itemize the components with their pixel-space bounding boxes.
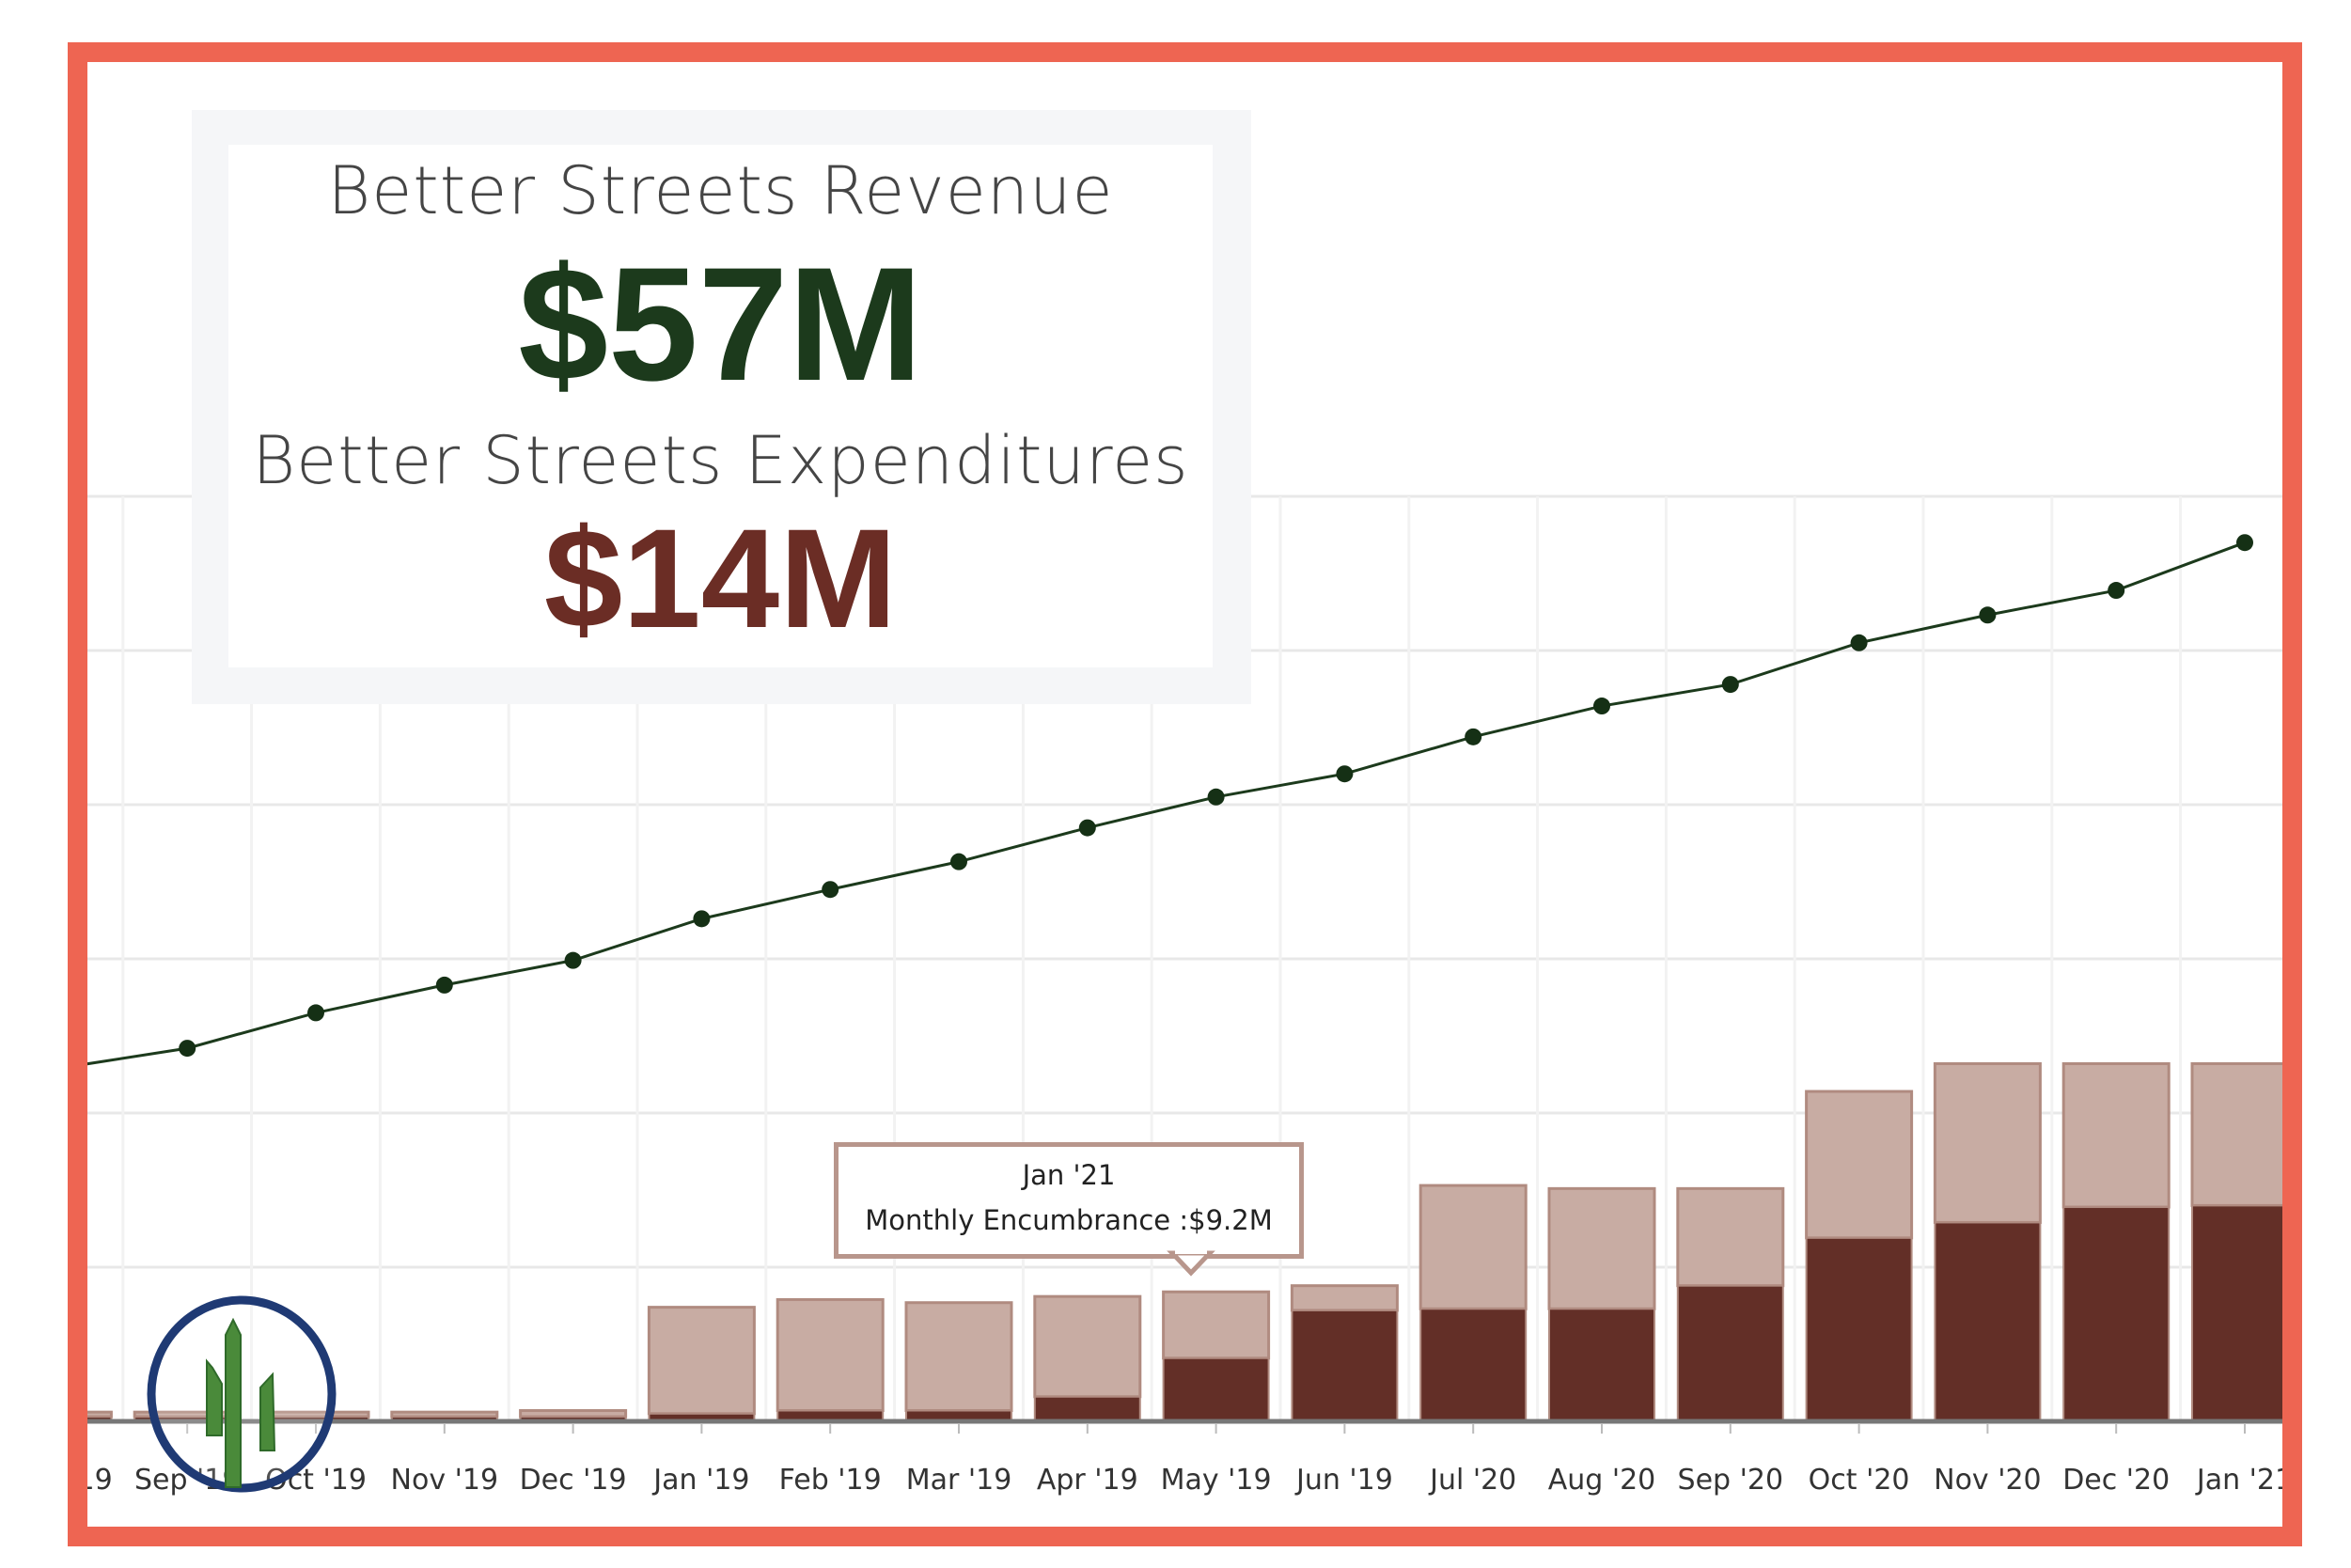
- x-axis-tick-label: Dec '20: [2062, 1464, 2170, 1497]
- encumbrance-bar: [1933, 1062, 2042, 1224]
- expenditure-bar: [1419, 1308, 1528, 1423]
- encumbrance-bar: [1290, 1284, 1399, 1312]
- x-axis-tick-label: Dec '19: [520, 1464, 627, 1497]
- encumbrance-bar: [1162, 1290, 1271, 1360]
- revenue-point: [1078, 819, 1096, 837]
- revenue-point: [1721, 676, 1739, 694]
- x-axis-tick-label: Feb '19: [779, 1464, 882, 1497]
- encumbrance-bar: [87, 1410, 113, 1419]
- encumbrance-bar: [904, 1301, 1013, 1413]
- revenue-line: [87, 541, 2246, 1066]
- x-axis-tick-label: Nov '19: [391, 1464, 499, 1497]
- chart-tooltip: Jan '21 Monthly Encumbrance :$9.2M: [834, 1142, 1304, 1259]
- x-axis-tick-label: Jun '19: [1294, 1464, 1393, 1497]
- revenue-point: [822, 881, 839, 899]
- x-axis-tick-label: Jan '19: [651, 1464, 749, 1497]
- expenditure-bar: [1162, 1356, 1270, 1423]
- expenditure-bar: [1805, 1236, 1913, 1422]
- revenue-point: [1593, 698, 1610, 715]
- encumbrance-bar: [1033, 1294, 1142, 1399]
- expenditure-bar: [1934, 1221, 2042, 1422]
- expenditure-bar: [2191, 1204, 2282, 1423]
- revenue-point: [2108, 582, 2125, 600]
- x-axis-tick-label: Sep '20: [1678, 1464, 1784, 1497]
- revenue-point: [179, 1040, 196, 1058]
- revenue-point: [950, 853, 967, 870]
- x-axis-tick-label: Jan '21: [2195, 1464, 2293, 1497]
- revenue-point: [307, 1004, 324, 1022]
- encumbrance-bar: [1547, 1186, 1656, 1310]
- tooltip-body: Monthly Encumbrance :$9.2M: [865, 1204, 1273, 1236]
- x-axis-tick-label: Nov '20: [1934, 1464, 2042, 1497]
- encumbrance-bar: [2061, 1062, 2171, 1209]
- revenue-point: [1850, 634, 1868, 651]
- summary-card: Better Streets Revenue $57M Better Stree…: [192, 110, 1251, 704]
- x-axis-tick-label: Aug '20: [1548, 1464, 1656, 1497]
- x-axis-tick-label: Jul '20: [1428, 1464, 1516, 1497]
- x-axis-tick-label: Apr '19: [1037, 1464, 1138, 1497]
- expenditure-bar: [1676, 1284, 1784, 1423]
- expenditure-bar: [1033, 1395, 1141, 1423]
- encumbrance-bar: [647, 1306, 756, 1416]
- expenditure-bar: [1291, 1309, 1399, 1423]
- cactus-logo-icon: [147, 1295, 337, 1493]
- encumbrance-bar: [1676, 1186, 1785, 1288]
- revenue-point: [1465, 728, 1482, 745]
- expenditure-bar: [1548, 1308, 1655, 1423]
- revenue-point: [1207, 788, 1225, 806]
- x-axis-tick-label: Oct '20: [1809, 1464, 1910, 1497]
- revenue-point: [2236, 534, 2253, 552]
- revenue-point: [435, 976, 453, 994]
- tooltip-title: Jan '21: [1022, 1159, 1116, 1191]
- revenue-point: [564, 951, 582, 969]
- expenditures-value: $14M: [543, 499, 898, 657]
- expenditures-label: Better Streets Expenditures: [252, 422, 1189, 499]
- expenditure-bar: [2062, 1206, 2171, 1423]
- revenue-point: [1336, 765, 1354, 783]
- x-axis-tick-label: Aug '19: [5, 1464, 113, 1497]
- revenue-point: [1979, 606, 1997, 624]
- revenue-label: Better Streets Revenue: [327, 152, 1114, 229]
- revenue-point: [693, 910, 711, 928]
- x-axis-tick-label: Mar '19: [906, 1464, 1012, 1497]
- encumbrance-bar: [1805, 1090, 1914, 1240]
- x-axis-tick-label: May '19: [1161, 1464, 1272, 1497]
- revenue-value: $57M: [518, 234, 923, 415]
